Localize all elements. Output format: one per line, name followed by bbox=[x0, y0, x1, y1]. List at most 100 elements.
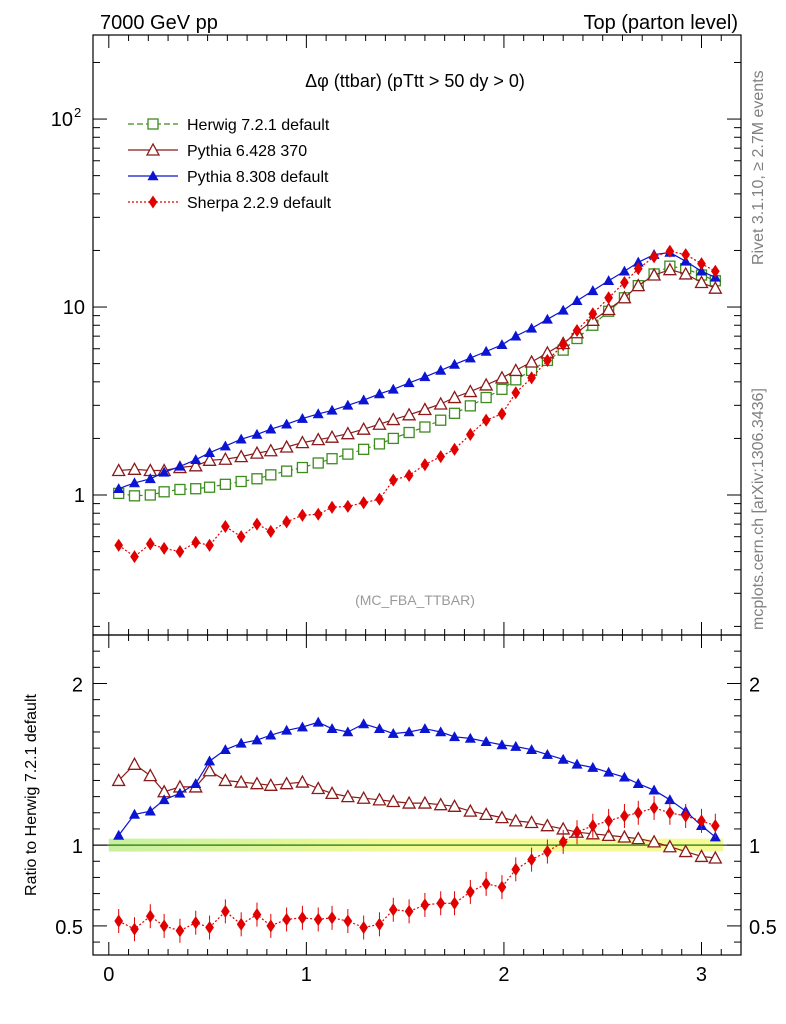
data-point-herwig-7-2-1-default bbox=[464, 400, 476, 412]
y-tick-label: 1 bbox=[74, 485, 85, 507]
data-point-pythia-8-308-default bbox=[435, 364, 447, 375]
data-point-sherpa-2-2-9-default bbox=[604, 291, 613, 305]
ratio-point-pythia-8-308-default bbox=[648, 784, 660, 795]
ratio-point-sherpa-2-2-9-default bbox=[159, 919, 169, 933]
ratio-y-tick-label: 1 bbox=[72, 836, 83, 858]
ratio-point-sherpa-2-2-9-default bbox=[558, 835, 568, 849]
ratio-point-sherpa-2-2-9-default bbox=[130, 922, 139, 936]
ratio-point-sherpa-2-2-9-default bbox=[282, 912, 291, 926]
data-point-herwig-7-2-1-default bbox=[312, 457, 324, 469]
ratio-point-pythia-6-428-370 bbox=[694, 849, 709, 863]
data-point-pythia-6-428-370 bbox=[234, 449, 249, 463]
data-point-herwig-7-2-1-default bbox=[219, 478, 232, 490]
mcplots-label: mcplots.cern.ch [arXiv:1306.3436] bbox=[750, 388, 767, 630]
data-point-pythia-6-428-370 bbox=[202, 452, 217, 466]
data-point-pythia-6-428-370 bbox=[646, 267, 662, 281]
ratio-series-pythia-8-308-default bbox=[113, 716, 721, 842]
ratio-line-pythia-6-428-370 bbox=[118, 763, 716, 859]
data-point-sherpa-2-2-9-default bbox=[388, 473, 398, 487]
ratio-point-pythia-8-308-default bbox=[603, 766, 615, 777]
ratio-y-tick-label: 0.5 bbox=[55, 917, 83, 939]
ratio-point-pythia-6-428-370 bbox=[678, 844, 693, 858]
ratio-point-pythia-8-308-default bbox=[387, 727, 399, 738]
data-point-herwig-7-2-1-default bbox=[358, 443, 370, 455]
data-point-pythia-8-308-default bbox=[265, 423, 277, 434]
ratio-point-sherpa-2-2-9-default bbox=[697, 814, 706, 828]
data-point-sherpa-2-2-9-default bbox=[681, 248, 691, 262]
data-point-pythia-6-428-370 bbox=[479, 377, 494, 391]
data-point-herwig-7-2-1-default bbox=[387, 432, 399, 445]
data-point-pythia-6-428-370 bbox=[263, 443, 278, 457]
data-point-pythia-8-308-default bbox=[326, 404, 338, 415]
ratio-point-pythia-8-308-default bbox=[618, 771, 630, 782]
ratio-point-pythia-6-428-370 bbox=[646, 834, 662, 848]
ratio-line-sherpa-2-2-9-default bbox=[118, 807, 716, 932]
series-pythia-8-308-default bbox=[113, 246, 721, 494]
ratio-point-pythia-8-308-default bbox=[251, 734, 263, 745]
data-point-pythia-8-308-default bbox=[128, 477, 140, 488]
data-point-pythia-6-428-370 bbox=[402, 407, 417, 421]
data-point-sherpa-2-2-9-default bbox=[191, 535, 201, 549]
data-point-sherpa-2-2-9-default bbox=[221, 519, 230, 534]
series-sherpa-2-2-9-default bbox=[114, 244, 720, 564]
series-line-pythia-8-308-default bbox=[118, 251, 716, 490]
ratio-point-sherpa-2-2-9-default bbox=[191, 916, 201, 930]
y-tick-label-exponent: 2 bbox=[74, 105, 81, 120]
data-point-herwig-7-2-1-default bbox=[296, 461, 309, 474]
data-point-pythia-8-308-default bbox=[158, 466, 170, 477]
ratio-point-pythia-6-428-370 bbox=[494, 810, 510, 824]
data-point-herwig-7-2-1-default bbox=[174, 483, 186, 496]
data-point-sherpa-2-2-9-default bbox=[313, 507, 323, 521]
ratio-point-sherpa-2-2-9-default bbox=[420, 898, 430, 912]
ratio-point-pythia-6-428-370 bbox=[279, 776, 294, 790]
ratio-point-sherpa-2-2-9-default bbox=[649, 801, 659, 815]
data-point-sherpa-2-2-9-default bbox=[436, 450, 446, 464]
ratio-point-pythia-8-308-default bbox=[419, 723, 431, 734]
data-point-herwig-7-2-1-default bbox=[510, 374, 522, 386]
ratio-point-pythia-8-308-default bbox=[235, 737, 247, 748]
ratio-series-sherpa-2-2-9-default bbox=[114, 795, 720, 943]
ratio-point-sherpa-2-2-9-default bbox=[359, 920, 369, 935]
data-point-pythia-8-308-default bbox=[510, 330, 522, 341]
data-point-pythia-8-308-default bbox=[496, 339, 508, 350]
data-point-herwig-7-2-1-default bbox=[419, 421, 431, 433]
data-point-pythia-6-428-370 bbox=[447, 390, 462, 404]
data-point-pythia-8-308-default bbox=[235, 433, 247, 444]
ratio-point-pythia-6-428-370 bbox=[662, 839, 677, 853]
analysis-watermark: (MC_FBA_TTBAR) bbox=[355, 592, 475, 608]
data-point-pythia-8-308-default bbox=[373, 388, 385, 399]
ratio-point-pythia-8-308-default bbox=[587, 761, 599, 772]
ratio-point-pythia-6-428-370 bbox=[311, 781, 326, 795]
data-point-pythia-8-308-default bbox=[387, 383, 399, 394]
ratio-point-pythia-6-428-370 bbox=[234, 774, 249, 788]
ratio-point-sherpa-2-2-9-default bbox=[375, 917, 384, 931]
ratio-point-pythia-6-428-370 bbox=[356, 790, 371, 804]
data-point-sherpa-2-2-9-default bbox=[159, 541, 169, 555]
ratio-point-pythia-8-308-default bbox=[526, 744, 538, 755]
ratio-y-tick-label-right: 2 bbox=[749, 674, 760, 696]
ratio-point-pythia-6-428-370 bbox=[386, 794, 401, 808]
data-point-sherpa-2-2-9-default bbox=[543, 353, 552, 367]
data-point-pythia-6-428-370 bbox=[631, 278, 646, 292]
ratio-point-pythia-8-308-default bbox=[219, 744, 231, 755]
data-point-sherpa-2-2-9-default bbox=[527, 371, 536, 385]
data-point-pythia-8-308-default bbox=[526, 322, 538, 333]
ratio-point-pythia-6-428-370 bbox=[111, 773, 126, 787]
data-point-pythia-8-308-default bbox=[464, 352, 476, 363]
ratio-y-axis-label: Ratio to Herwig 7.2.1 default bbox=[23, 694, 40, 896]
data-point-pythia-8-308-default bbox=[603, 275, 615, 286]
data-point-pythia-8-308-default bbox=[281, 418, 293, 429]
data-point-pythia-6-428-370 bbox=[617, 290, 632, 304]
data-point-pythia-8-308-default bbox=[403, 377, 415, 388]
ratio-series-layer bbox=[93, 716, 741, 943]
ratio-point-pythia-8-308-default bbox=[158, 794, 170, 805]
data-point-herwig-7-2-1-default bbox=[435, 414, 447, 426]
data-point-herwig-7-2-1-default bbox=[280, 465, 293, 477]
ratio-point-pythia-6-428-370 bbox=[143, 768, 158, 782]
ratio-point-sherpa-2-2-9-default bbox=[465, 885, 475, 899]
ratio-point-pythia-6-428-370 bbox=[631, 831, 646, 845]
ratio-point-pythia-8-308-default bbox=[571, 758, 583, 769]
ratio-point-sherpa-2-2-9-default bbox=[252, 908, 262, 922]
